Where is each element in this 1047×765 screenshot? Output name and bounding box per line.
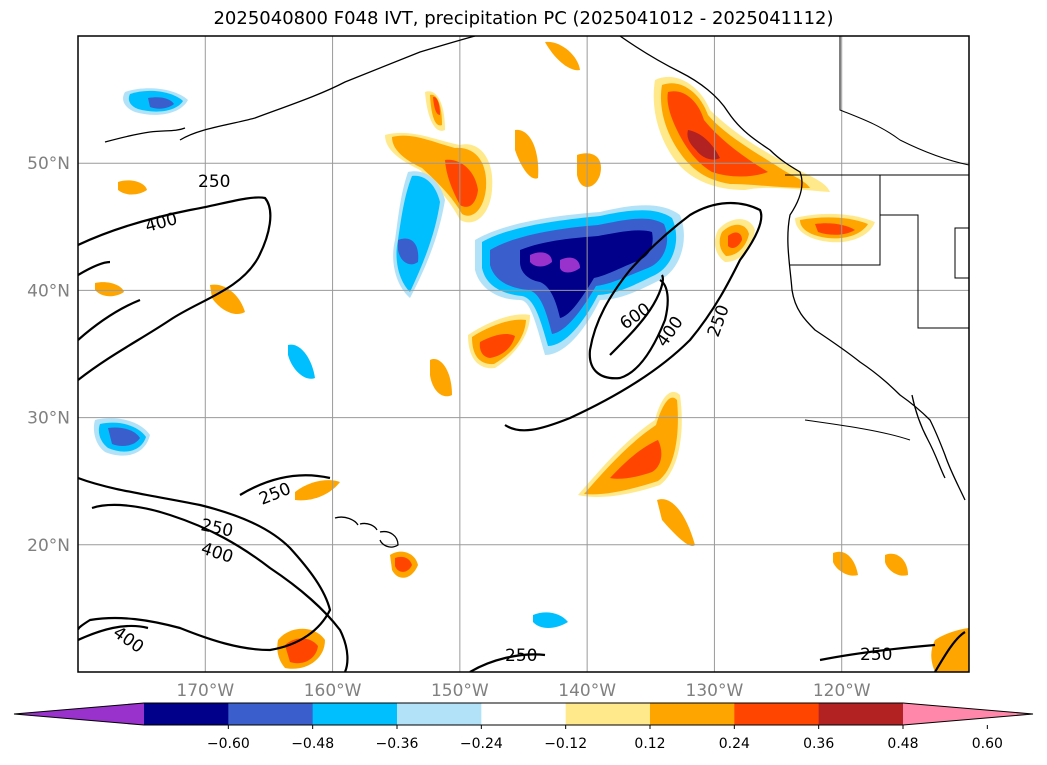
contour-label-250-a: 250 xyxy=(198,172,230,192)
colorbar-tick-label: 0.60 xyxy=(972,736,1003,752)
lon-label: 120°W xyxy=(813,681,871,701)
colorbar-extend-min xyxy=(14,703,144,725)
longitude-labels: 170°W 160°W 150°W 140°W 130°W 120°W xyxy=(176,681,870,701)
colorbar-segment xyxy=(734,703,820,725)
contour-label-250-f: 250 xyxy=(860,645,892,665)
ivt-contours xyxy=(78,196,966,672)
lat-label: 30°N xyxy=(27,409,70,429)
map-title: 2025040800 F048 IVT, precipitation PC (2… xyxy=(213,8,834,29)
lon-label: 130°W xyxy=(686,681,744,701)
contour-label-250-e: 250 xyxy=(505,646,537,666)
colorbar-segment xyxy=(565,703,651,725)
map-plot-area: 250 400 250 250 400 400 600 400 250 250 … xyxy=(78,36,969,672)
lon-label: 150°W xyxy=(431,681,489,701)
colorbar-segment xyxy=(397,703,482,725)
latitude-labels: 20°N 30°N 40°N 50°N xyxy=(27,154,70,556)
colorbar-segment xyxy=(144,703,229,725)
colorbar-tick-label: 0.36 xyxy=(803,736,834,752)
colorbar-tick-label: −0.12 xyxy=(544,736,587,752)
colorbar-outline xyxy=(13,702,1034,726)
colorbar-segment xyxy=(650,703,735,725)
colorbar-segment xyxy=(228,703,314,725)
colorbar-segment xyxy=(312,703,398,725)
coastlines xyxy=(104,36,966,548)
colorbar-tick-label: −0.24 xyxy=(460,736,503,752)
lon-label: 140°W xyxy=(558,681,616,701)
lat-label: 50°N xyxy=(27,154,70,174)
lon-label: 160°W xyxy=(304,681,362,701)
colorbar-tick-label: 0.12 xyxy=(634,736,665,752)
political-borders xyxy=(785,36,969,441)
lon-label: 170°W xyxy=(176,681,234,701)
colorbar-extend-max xyxy=(903,703,1033,725)
lat-label: 40°N xyxy=(27,281,70,301)
colorbar xyxy=(13,702,1034,726)
colorbar-segment xyxy=(818,703,904,725)
colorbar-tick-label: −0.36 xyxy=(376,736,419,752)
colorbar-tick-labels: −0.60 −0.48 −0.36 −0.24 −0.12 0.12 0.24 0.36 0.4… xyxy=(207,725,1003,752)
colorbar-segment xyxy=(481,703,567,725)
lat-label: 20°N xyxy=(27,536,70,556)
colorbar-tick-label: −0.60 xyxy=(207,736,250,752)
gridlines xyxy=(78,36,969,672)
map-frame xyxy=(77,35,970,673)
colorbar-tick-label: 0.24 xyxy=(719,736,750,752)
colorbar-tick-label: −0.48 xyxy=(291,736,334,752)
colorbar-tick-label: 0.48 xyxy=(887,736,918,752)
